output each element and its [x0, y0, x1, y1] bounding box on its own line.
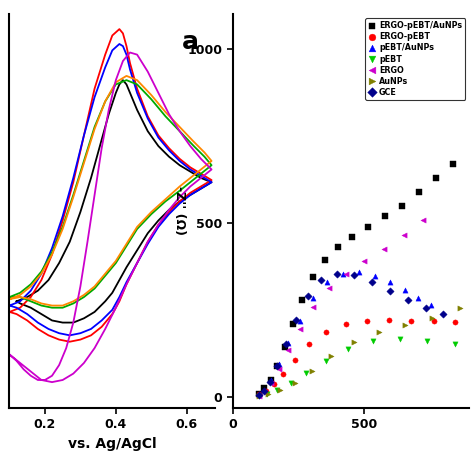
- pEBT/AuNPs: [261, 386, 268, 393]
- AuNPs: [375, 328, 383, 336]
- AuNPs: [456, 305, 464, 312]
- AuNPs: [350, 338, 357, 346]
- ERGO: [296, 326, 303, 333]
- ERGO-pEBT/AuNPs: [282, 343, 289, 350]
- GCE: [318, 276, 325, 283]
- pEBT/AuNPs: [255, 391, 263, 398]
- AuNPs: [276, 386, 284, 394]
- pEBT/AuNPs: [284, 339, 292, 347]
- GCE: [261, 387, 268, 395]
- pEBT/AuNPs: [428, 301, 435, 309]
- ERGO-pEBT: [305, 340, 313, 348]
- pEBT: [322, 357, 330, 365]
- GCE: [292, 316, 300, 324]
- ERGO-pEBT/AuNPs: [299, 296, 306, 303]
- AuNPs: [291, 379, 298, 386]
- AuNPs: [401, 321, 409, 328]
- pEBT/AuNPs: [355, 268, 363, 276]
- pEBT/AuNPs: [339, 270, 347, 277]
- GCE: [439, 310, 447, 318]
- GCE: [282, 340, 290, 348]
- ERGO-pEBT/AuNPs: [399, 202, 406, 210]
- AuNPs: [264, 391, 272, 398]
- ERGO-pEBT: [363, 317, 371, 324]
- ERGO-pEBT/AuNPs: [255, 390, 263, 398]
- ERGO-pEBT: [322, 328, 330, 336]
- ERGO-pEBT/AuNPs: [267, 376, 274, 383]
- pEBT: [423, 337, 431, 345]
- ERGO-pEBT/AuNPs: [321, 256, 328, 264]
- Y-axis label: -Z'' (Ω): -Z'' (Ω): [173, 186, 186, 236]
- pEBT/AuNPs: [324, 279, 331, 286]
- ERGO-pEBT/AuNPs: [348, 233, 356, 241]
- ERGO: [419, 216, 427, 223]
- GCE: [404, 297, 412, 304]
- ERGO-pEBT/AuNPs: [309, 273, 317, 281]
- GCE: [273, 362, 281, 370]
- ERGO-pEBT/AuNPs: [273, 362, 281, 370]
- GCE: [333, 270, 341, 277]
- pEBT: [370, 337, 377, 345]
- pEBT/AuNPs: [309, 294, 317, 302]
- pEBT: [255, 392, 263, 400]
- pEBT/AuNPs: [401, 286, 409, 294]
- ERGO-pEBT: [430, 318, 438, 325]
- GCE: [350, 272, 358, 279]
- pEBT/AuNPs: [414, 294, 422, 302]
- pEBT: [273, 386, 281, 393]
- ERGO-pEBT/AuNPs: [416, 188, 423, 196]
- ERGO-pEBT/AuNPs: [450, 160, 457, 168]
- ERGO: [360, 258, 368, 265]
- ERGO: [255, 392, 263, 400]
- ERGO: [342, 270, 349, 277]
- ERGO: [267, 380, 274, 387]
- pEBT: [263, 390, 271, 398]
- ERGO-pEBT: [291, 356, 298, 364]
- pEBT: [396, 335, 403, 343]
- ERGO-pEBT/AuNPs: [261, 385, 268, 392]
- pEBT: [345, 346, 352, 353]
- GCE: [422, 304, 430, 312]
- ERGO-pEBT: [342, 320, 349, 328]
- X-axis label: vs. Ag/AgCl: vs. Ag/AgCl: [68, 437, 156, 451]
- pEBT/AuNPs: [296, 317, 303, 324]
- ERGO-pEBT: [451, 319, 459, 326]
- pEBT: [302, 369, 310, 377]
- ERGO-pEBT: [385, 316, 393, 324]
- ERGO-pEBT/AuNPs: [433, 174, 440, 182]
- AuNPs: [308, 367, 315, 375]
- GCE: [368, 279, 376, 286]
- ERGO-pEBT/AuNPs: [382, 212, 389, 220]
- GCE: [255, 392, 263, 399]
- AuNPs: [255, 392, 263, 400]
- ERGO: [380, 246, 388, 253]
- AuNPs: [328, 352, 335, 360]
- GCE: [304, 292, 311, 299]
- ERGO: [261, 388, 268, 396]
- pEBT: [451, 340, 459, 348]
- pEBT/AuNPs: [275, 360, 283, 368]
- ERGO-pEBT/AuNPs: [334, 244, 342, 251]
- ERGO: [275, 365, 283, 373]
- ERGO-pEBT: [408, 317, 415, 324]
- Text: a: a: [182, 30, 199, 54]
- Legend: ERGO-pEBT/AuNPs, ERGO-pEBT, pEBT/AuNPs, pEBT, ERGO, AuNPs, GCE: ERGO-pEBT/AuNPs, ERGO-pEBT, pEBT/AuNPs, …: [365, 18, 465, 100]
- ERGO: [284, 346, 292, 354]
- ERGO: [325, 284, 332, 292]
- ERGO-pEBT/AuNPs: [365, 223, 372, 230]
- AuNPs: [428, 314, 436, 321]
- ERGO-pEBT: [270, 380, 277, 388]
- pEBT/AuNPs: [371, 272, 378, 280]
- ERGO-pEBT: [279, 370, 286, 377]
- ERGO-pEBT: [262, 387, 269, 395]
- pEBT/AuNPs: [387, 279, 394, 286]
- pEBT/AuNPs: [267, 376, 274, 383]
- ERGO-pEBT: [255, 391, 263, 398]
- GCE: [266, 378, 274, 386]
- GCE: [387, 288, 394, 295]
- ERGO: [309, 303, 317, 310]
- pEBT: [287, 379, 294, 386]
- ERGO: [400, 231, 407, 239]
- ERGO-pEBT/AuNPs: [290, 320, 297, 328]
